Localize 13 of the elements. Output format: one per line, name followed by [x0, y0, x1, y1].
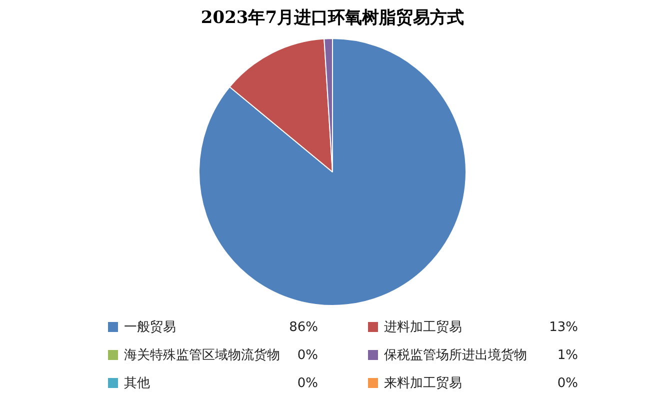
legend-label: 保税监管场所进出境货物: [384, 347, 527, 364]
text: 0%: [297, 376, 318, 390]
legend-label: 一般贸易: [124, 319, 176, 336]
data-label: 1%: [557, 348, 578, 362]
legend-label: 进料加工贸易: [384, 319, 462, 336]
legend-label: 海关特殊监管区域物流货物: [124, 347, 280, 364]
text: 0%: [297, 348, 318, 362]
data-label: 13%: [549, 320, 578, 334]
text: 0%: [557, 376, 578, 390]
legend-label: 其他: [124, 375, 150, 392]
chart-title: 2023年7月进口环氧树脂贸易方式: [200, 7, 466, 29]
legend-label: 来料加工贸易: [384, 375, 462, 392]
data-label: 86%: [289, 320, 318, 334]
